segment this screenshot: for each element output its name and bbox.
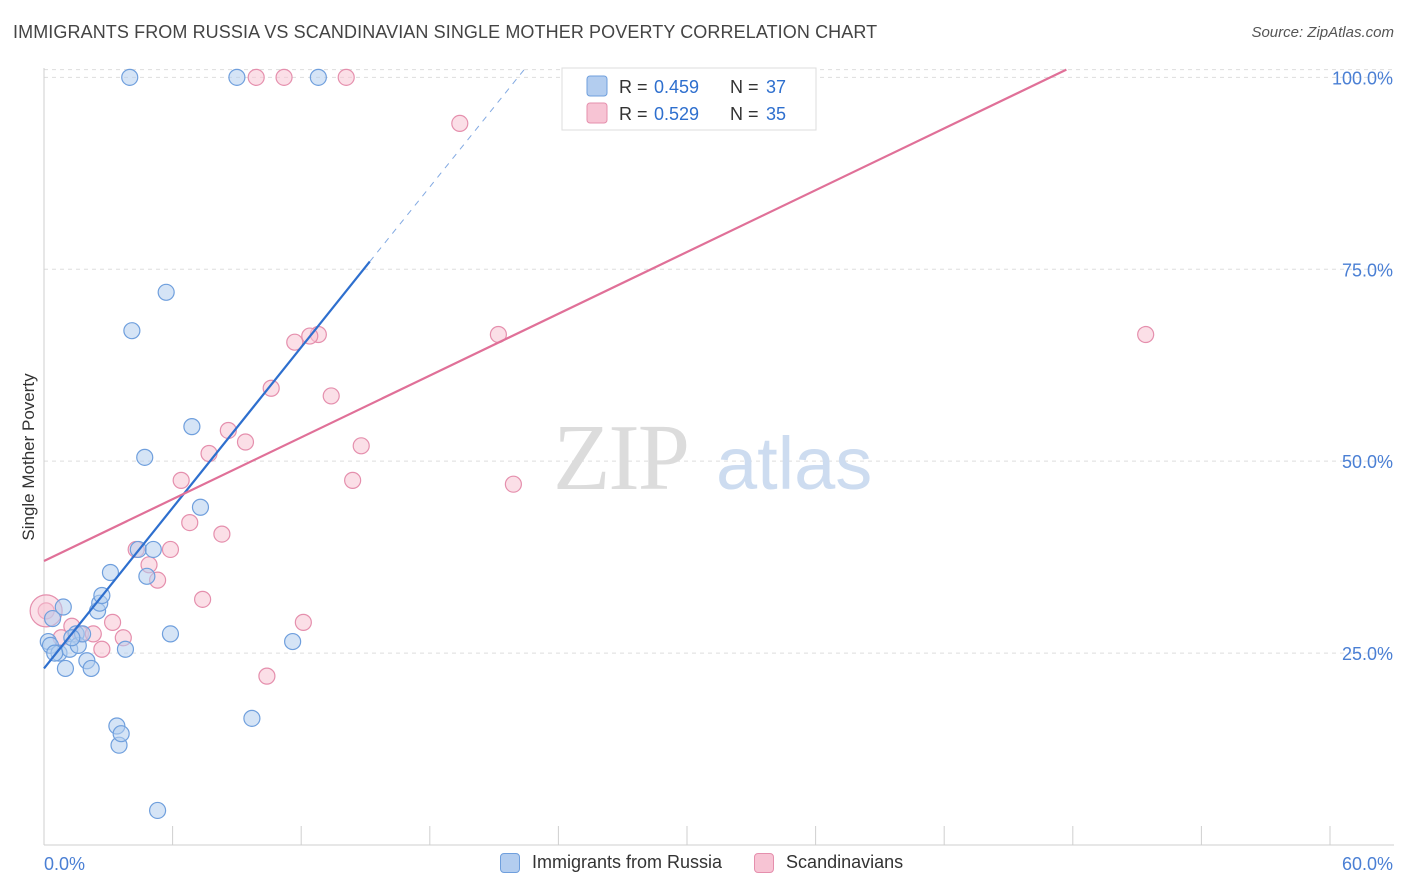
trend-line-russia [43,260,371,670]
data-point [213,525,231,543]
data-point [172,471,190,489]
stats-legend-r-label-russia: R = [619,77,653,97]
data-point [322,387,340,405]
legend-label-russia: Immigrants from Russia [532,852,723,872]
watermark: ZIP atlas [553,406,872,510]
data-point [1137,325,1155,344]
data-point [284,632,302,651]
bottom-legend: Immigrants from Russia Scandinavians [500,852,935,873]
data-point [161,540,180,559]
data-point [138,567,156,585]
data-point [236,433,255,451]
russia-points [39,68,327,820]
legend-swatch-scandinavians [754,852,775,873]
gridlines [44,69,1394,654]
data-point [93,640,111,658]
stats-legend-n-value-russia: 37 [766,77,786,97]
data-point [191,498,210,516]
stats-legend-swatch-russia [586,75,608,97]
legend-label-scandinavians: Scandinavians [786,852,904,872]
data-point [112,725,130,743]
data-point [228,68,246,86]
y-axis-label: Single Mother Poverty [19,373,38,541]
data-point [121,68,139,86]
data-point [258,667,276,685]
watermark-atlas: atlas [716,422,872,505]
data-point [262,379,280,397]
stats-legend-r-value-scandinavians: 0.529 [654,104,699,124]
stats-legend-r-label-scandinavians: R = [619,104,653,124]
y-tick-label: 50.0% [1342,452,1393,472]
data-point [148,801,167,820]
data-point [183,418,201,436]
x-ticks [172,826,1331,845]
data-point [144,540,162,559]
data-point [54,598,72,616]
data-point [275,68,293,86]
chart-title: IMMIGRANTS FROM RUSSIA VS SCANDINAVIAN S… [13,22,878,42]
data-point [123,322,141,340]
data-point [309,68,327,86]
data-point [161,625,180,643]
data-point [103,613,122,631]
axes [43,68,1394,846]
data-point [116,640,135,658]
y-tick-labels: 25.0% 50.0% 75.0% 100.0% [1332,68,1393,664]
data-point [157,283,175,301]
stats-legend-swatch-scandinavians [586,102,608,124]
data-point [504,475,522,493]
x-tick-label-max: 60.0% [1342,854,1393,874]
legend-item-russia[interactable]: Immigrants from Russia [500,852,722,873]
stats-legend-n-label-russia: N = [730,77,764,97]
data-point [194,590,212,608]
data-point [451,114,469,133]
data-point [337,68,355,86]
data-point [243,709,261,727]
trend-lines [43,68,1067,670]
y-tick-label: 100.0% [1332,68,1393,88]
data-point [181,513,199,532]
y-tick-label: 75.0% [1342,260,1393,280]
data-point [82,659,100,678]
data-point [247,68,265,86]
y-tick-label: 25.0% [1342,644,1393,664]
data-point [286,333,304,351]
data-point [43,609,62,628]
legend-swatch-russia [500,852,520,873]
data-point [294,613,312,631]
data-point [200,444,218,463]
x-tick-label-min: 0.0% [44,854,85,874]
data-point [352,437,370,455]
data-point [344,471,362,489]
source-credit: Source: ZipAtlas.com [1251,24,1394,41]
legend-item-scandinavians[interactable]: Scandinavians [754,852,903,873]
stats-legend-n-label-scandinavians: N = [730,104,764,124]
data-point [63,629,81,647]
scandinavians-points [29,68,1155,685]
stats-legend-n-value-scandinavians: 35 [766,104,786,124]
stats-legend-r-value-russia: 0.459 [654,77,699,97]
trend-line-russia-extension [369,69,525,262]
stats-legend: R = 0.459 N = 37 R = 0.529 N = 35 [561,67,817,131]
data-point [136,448,154,466]
watermark-zip: ZIP [553,406,688,510]
data-point [101,563,120,582]
trend-line-scandinavians [43,68,1067,562]
data-point [56,659,75,678]
